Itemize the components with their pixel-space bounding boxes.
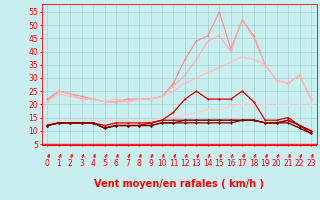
Text: 13: 13 bbox=[192, 159, 201, 168]
Text: 7: 7 bbox=[125, 159, 130, 168]
Text: 21: 21 bbox=[284, 159, 293, 168]
Text: 15: 15 bbox=[214, 159, 224, 168]
Text: 9: 9 bbox=[148, 159, 153, 168]
Text: 11: 11 bbox=[169, 159, 178, 168]
Text: 12: 12 bbox=[180, 159, 190, 168]
Text: 17: 17 bbox=[237, 159, 247, 168]
Text: 23: 23 bbox=[306, 159, 316, 168]
Text: 0: 0 bbox=[45, 159, 50, 168]
Text: 4: 4 bbox=[91, 159, 96, 168]
Text: 8: 8 bbox=[137, 159, 141, 168]
Text: Vent moyen/en rafales ( km/h ): Vent moyen/en rafales ( km/h ) bbox=[94, 179, 264, 189]
Text: 1: 1 bbox=[56, 159, 61, 168]
Text: 6: 6 bbox=[114, 159, 119, 168]
Text: 16: 16 bbox=[226, 159, 236, 168]
Text: 22: 22 bbox=[295, 159, 304, 168]
Text: 19: 19 bbox=[260, 159, 270, 168]
Text: 10: 10 bbox=[157, 159, 167, 168]
Text: 3: 3 bbox=[79, 159, 84, 168]
Text: 14: 14 bbox=[203, 159, 213, 168]
Text: 2: 2 bbox=[68, 159, 73, 168]
Text: 5: 5 bbox=[102, 159, 107, 168]
Text: 20: 20 bbox=[272, 159, 282, 168]
Text: 18: 18 bbox=[249, 159, 259, 168]
